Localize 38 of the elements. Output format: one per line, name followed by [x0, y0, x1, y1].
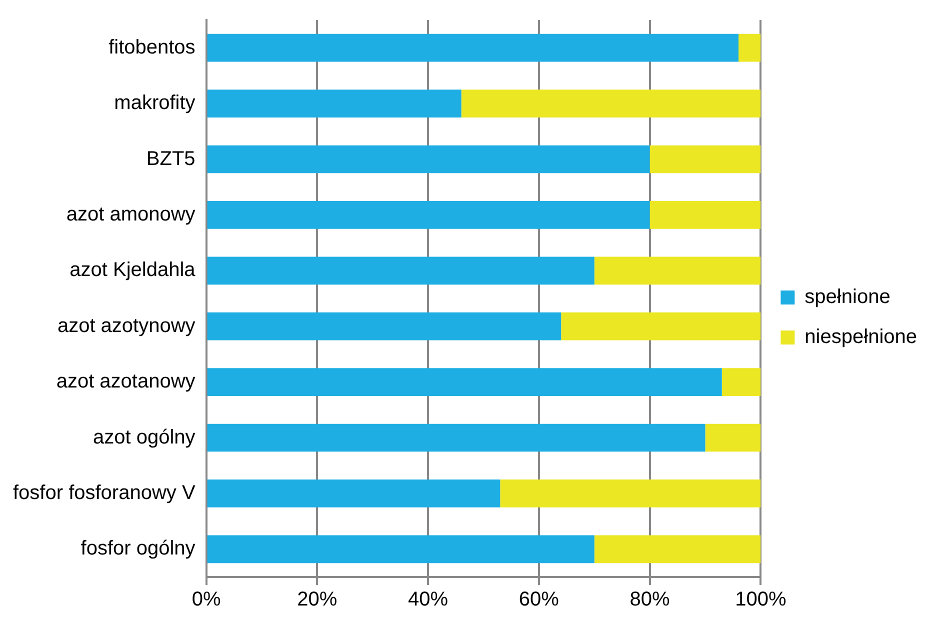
bar — [500, 480, 761, 508]
bar — [705, 424, 761, 452]
bar — [207, 256, 594, 285]
legend-label: niespełnione — [804, 326, 918, 348]
y-tick-label: fosfor fosforanowy V — [12, 482, 196, 504]
legend-label: spełnione — [804, 286, 890, 308]
y-tick-label: azot ogólny — [93, 426, 196, 448]
bar — [207, 368, 722, 396]
bar — [461, 90, 761, 118]
bar — [561, 312, 761, 340]
bar — [722, 368, 761, 396]
y-tick-label: azot azotynowy — [57, 314, 196, 337]
y-tick-label: fosfor ogólny — [80, 538, 196, 560]
bar — [207, 535, 594, 564]
x-tick-label: 60% — [518, 588, 560, 611]
y-tick-label: fitobentos — [108, 36, 196, 58]
x-tick-label: 20% — [297, 588, 338, 611]
bar — [594, 256, 761, 285]
y-tick-label: makrofity — [114, 92, 196, 114]
bar — [650, 145, 761, 174]
bar — [207, 145, 650, 174]
y-tick-label: BZT5 — [146, 148, 196, 170]
bar — [207, 424, 706, 452]
bar — [207, 34, 739, 62]
bar — [207, 480, 500, 508]
x-tick-label: 40% — [408, 588, 448, 611]
bar — [738, 34, 761, 62]
bar — [594, 535, 761, 564]
y-tick-label: azot azotanowy — [56, 370, 196, 393]
y-tick-label: azot amonowy — [66, 203, 196, 226]
bar — [207, 90, 462, 118]
x-tick-label: 100% — [735, 588, 786, 611]
bar — [207, 201, 650, 229]
bar — [650, 201, 761, 229]
x-tick-label: 0% — [192, 588, 221, 611]
y-tick-label: azot Kjeldahla — [70, 259, 196, 282]
x-tick-label: 80% — [630, 588, 670, 611]
bar — [207, 312, 562, 340]
